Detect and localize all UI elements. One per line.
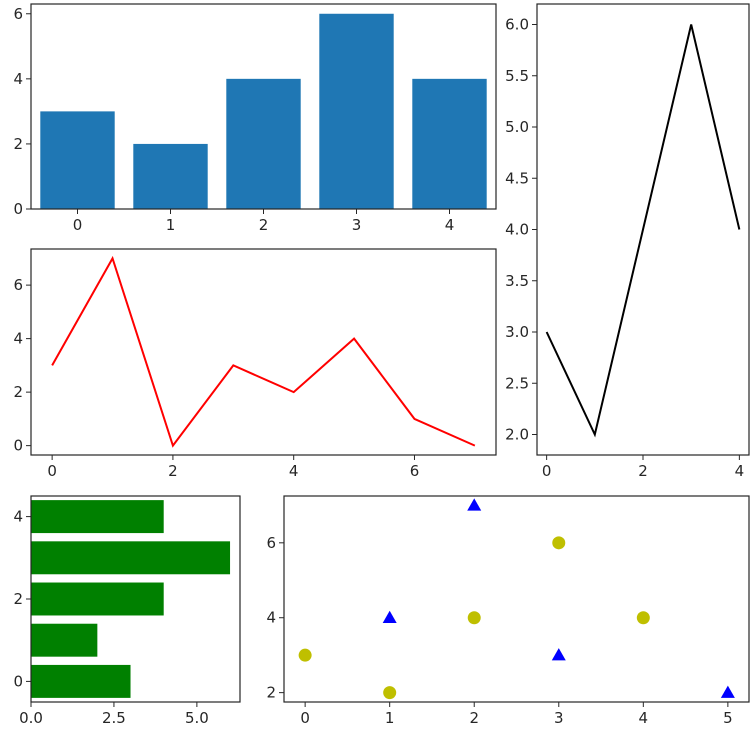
y-tick-label: 6 (13, 276, 23, 294)
bar (133, 143, 208, 209)
scatter-point-triangle (720, 685, 735, 698)
y-tick-label: 4.0 (505, 221, 529, 239)
x-tick-label: 2 (638, 462, 648, 480)
bar (319, 13, 394, 210)
scatter-point-triangle (382, 610, 397, 623)
x-tick-label: 5 (723, 709, 733, 727)
series-line (51, 255, 476, 448)
scatter-point-circle (636, 611, 650, 625)
y-tick-label: 5.5 (505, 67, 529, 85)
bar (31, 500, 164, 534)
bar (31, 623, 98, 657)
horizontal-bar-chart-bottom-left: 0.0 2.5 5.0 0 2 4 (13, 495, 241, 727)
y-tick-label: 4 (13, 508, 23, 526)
scatter-point-circle (383, 686, 397, 700)
line-chart-middle-left: 0 2 4 6 0 2 4 6 (13, 248, 497, 480)
x-tick-label: 1 (166, 216, 176, 234)
bar (226, 78, 301, 209)
x-tick-label: 2 (469, 709, 479, 727)
x-tick-label: 4 (639, 709, 649, 727)
x-tick-label: 5.0 (185, 709, 209, 727)
x-tick-label: 3 (554, 709, 564, 727)
y-tick-label: 2.5 (505, 374, 529, 392)
scatter-point-circle (467, 611, 481, 625)
bar (31, 664, 131, 698)
x-tick-label: 0 (73, 216, 83, 234)
bar (31, 582, 164, 616)
y-tick-label: 4 (266, 609, 276, 627)
y-tick-label: 5.0 (505, 118, 529, 136)
y-tick-label: 0 (13, 437, 23, 455)
x-tick-label: 0 (542, 462, 552, 480)
y-tick-label: 4.5 (505, 169, 529, 187)
series-line (545, 24, 741, 438)
y-tick-label: 0 (13, 672, 23, 690)
y-tick-label: 6 (13, 5, 23, 23)
axes-frame (30, 248, 497, 456)
y-tick-label: 2.0 (505, 426, 529, 444)
line-chart-right: 0 2 4 2.0 2.5 3.0 3.5 4.0 4.5 5.0 5.5 6.0 (505, 3, 750, 480)
x-tick-label: 2 (259, 216, 269, 234)
x-tick-label: 4 (289, 462, 299, 480)
x-tick-label: 6 (410, 462, 420, 480)
y-tick-label: 2 (13, 590, 23, 608)
bar (31, 541, 231, 575)
x-tick-label: 0 (47, 462, 57, 480)
y-tick-label: 0 (13, 200, 23, 218)
y-tick-label: 6 (266, 534, 276, 552)
y-tick-label: 3.5 (505, 272, 529, 290)
x-tick-label: 0.0 (19, 709, 43, 727)
scatter-point-triangle (551, 648, 566, 661)
y-tick-label: 6.0 (505, 16, 529, 34)
bar (40, 111, 115, 209)
y-tick-label: 4 (13, 70, 23, 88)
scatter-point-circle (298, 648, 312, 662)
y-tick-label: 2 (266, 684, 276, 702)
scatter-point-circle (552, 536, 566, 550)
y-tick-label: 4 (13, 330, 23, 348)
y-tick-label: 2 (13, 135, 23, 153)
y-tick-label: 2 (13, 383, 23, 401)
y-tick-label: 3.0 (505, 323, 529, 341)
axes-frame (283, 495, 750, 703)
x-tick-label: 4 (735, 462, 745, 480)
x-tick-label: 2.5 (102, 709, 126, 727)
scatter-point-triangle (467, 498, 482, 511)
bar-chart-top-left: 0 1 2 3 4 0 2 4 6 (13, 3, 497, 234)
x-tick-label: 3 (352, 216, 362, 234)
bar (412, 78, 487, 209)
x-tick-label: 1 (385, 709, 395, 727)
scatter-chart-bottom-right: 0 1 2 3 4 5 2 4 6 (266, 495, 750, 727)
x-tick-label: 4 (445, 216, 455, 234)
x-tick-label: 2 (168, 462, 178, 480)
x-tick-label: 0 (300, 709, 310, 727)
